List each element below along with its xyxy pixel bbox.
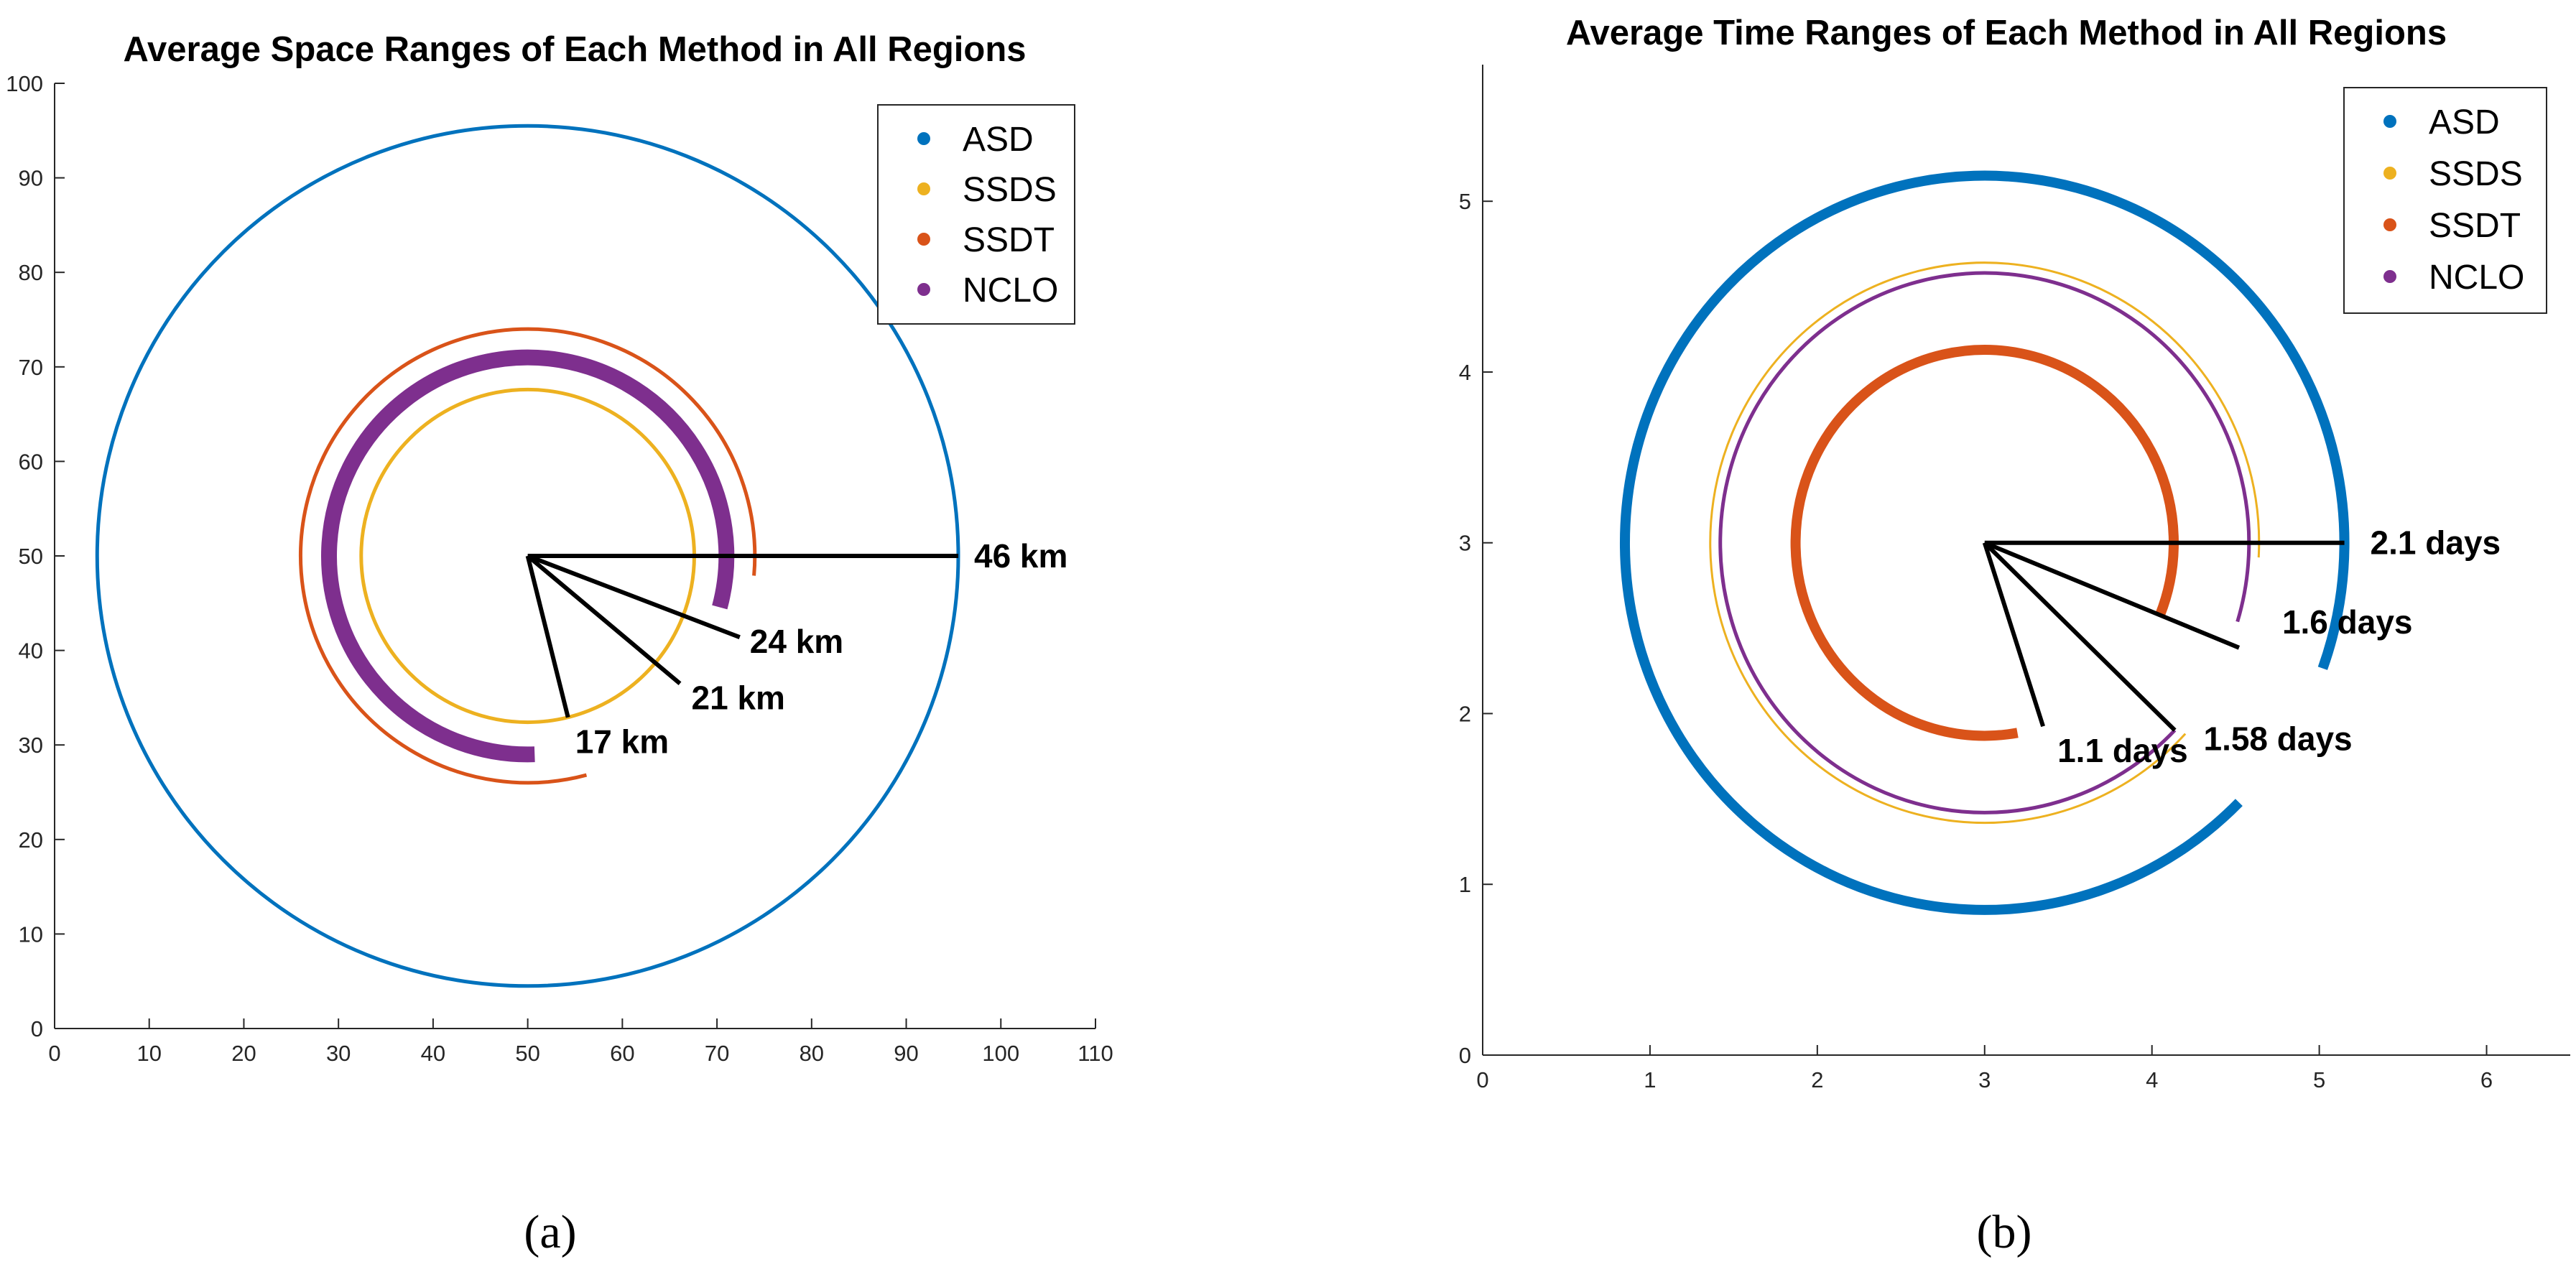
y-tick-label: 2 [1459, 701, 1471, 726]
legend-label: ASD [963, 121, 1034, 159]
x-tick-label: 80 [800, 1041, 824, 1066]
y-tick-label: 10 [19, 921, 43, 947]
legend-label: NCLO [963, 271, 1058, 310]
range-circle-asd [1619, 170, 2350, 915]
y-tick-label: 4 [1459, 360, 1471, 385]
x-tick-label: 5 [2313, 1067, 2325, 1092]
x-tick-label: 1 [1644, 1067, 1656, 1092]
x-tick-label: 30 [326, 1041, 351, 1066]
x-tick-label: 50 [515, 1041, 539, 1066]
radius-label: 17 km [575, 723, 669, 761]
legend-marker [2383, 167, 2396, 180]
radius-label: 1.58 days [2203, 720, 2352, 758]
x-tick-label: 2 [1811, 1067, 1823, 1092]
time-range-chart: Average Time Ranges of Each Method in Al… [1459, 14, 2570, 1258]
legend-marker [2383, 115, 2396, 128]
y-tick-label: 80 [19, 260, 43, 285]
y-tick-label: 5 [1459, 189, 1471, 214]
y-tick-label: 40 [19, 639, 43, 664]
legend-box [877, 104, 1075, 325]
legend-marker [917, 283, 930, 296]
x-tick-label: 0 [48, 1041, 60, 1066]
radius-label: 1.1 days [2057, 732, 2188, 769]
radius-line [1982, 542, 2045, 728]
y-tick-label: 60 [19, 449, 43, 474]
legend-box [2343, 87, 2547, 314]
legend-label: SSDS [2429, 155, 2523, 193]
y-tick-label: 50 [19, 544, 43, 569]
y-tick-label: 30 [19, 733, 43, 758]
radius-line [526, 554, 682, 685]
y-tick-label: 20 [19, 827, 43, 853]
panel-caption: (a) [524, 1206, 576, 1258]
y-tick-label: 70 [19, 355, 43, 380]
radius-line [527, 554, 741, 639]
range-circle-ssdt [1790, 345, 2179, 741]
radius-label: 46 km [974, 537, 1067, 575]
chart-title: Average Space Ranges of Each Method in A… [123, 30, 1026, 69]
x-tick-label: 20 [231, 1041, 256, 1066]
x-tick-label: 70 [705, 1041, 729, 1066]
radius-line [1983, 540, 2241, 650]
x-tick-label: 40 [421, 1041, 445, 1066]
radius-label: 2.1 days [2371, 524, 2501, 562]
x-tick-label: 60 [610, 1041, 634, 1066]
range-circle-nclo [321, 349, 735, 763]
panel-caption: (b) [1977, 1206, 2032, 1258]
x-tick-label: 4 [2146, 1067, 2158, 1092]
legend-marker [917, 233, 930, 246]
legend-marker [2383, 270, 2396, 283]
range-circle-ssds [1709, 261, 2261, 825]
legend-label: SSDS [963, 171, 1057, 209]
x-tick-label: 100 [982, 1041, 1019, 1066]
x-tick-label: 6 [2480, 1067, 2493, 1092]
radius-line [1983, 541, 2177, 732]
y-tick-label: 100 [6, 71, 43, 96]
range-circle-nclo [1718, 271, 2251, 814]
legend-label: SSDT [2429, 207, 2521, 245]
radius-label: 24 km [750, 623, 843, 660]
x-tick-label: 0 [1476, 1067, 1488, 1092]
legend-marker [917, 182, 930, 195]
radius-label: 21 km [692, 679, 785, 717]
x-tick-label: 3 [1978, 1067, 1991, 1092]
legend-label: SSDT [963, 221, 1055, 259]
range-circle-ssdt [298, 327, 757, 785]
y-tick-label: 90 [19, 166, 43, 191]
space-range-chart: Average Space Ranges of Each Method in A… [6, 30, 1113, 1258]
y-tick-label: 0 [1459, 1043, 1471, 1068]
x-tick-label: 10 [136, 1041, 161, 1066]
y-tick-label: 1 [1459, 872, 1471, 897]
y-tick-label: 0 [31, 1016, 43, 1041]
x-tick-label: 110 [1078, 1041, 1113, 1066]
radius-line [525, 555, 570, 718]
legend-label: ASD [2429, 103, 2500, 141]
legend-marker [917, 132, 930, 145]
legend-marker [2383, 218, 2396, 231]
legend-label: NCLO [2429, 259, 2524, 297]
x-tick-label: 90 [894, 1041, 918, 1066]
y-tick-label: 3 [1459, 531, 1471, 556]
radius-label: 1.6 days [2282, 603, 2413, 641]
chart-title: Average Time Ranges of Each Method in Al… [1566, 14, 2447, 52]
